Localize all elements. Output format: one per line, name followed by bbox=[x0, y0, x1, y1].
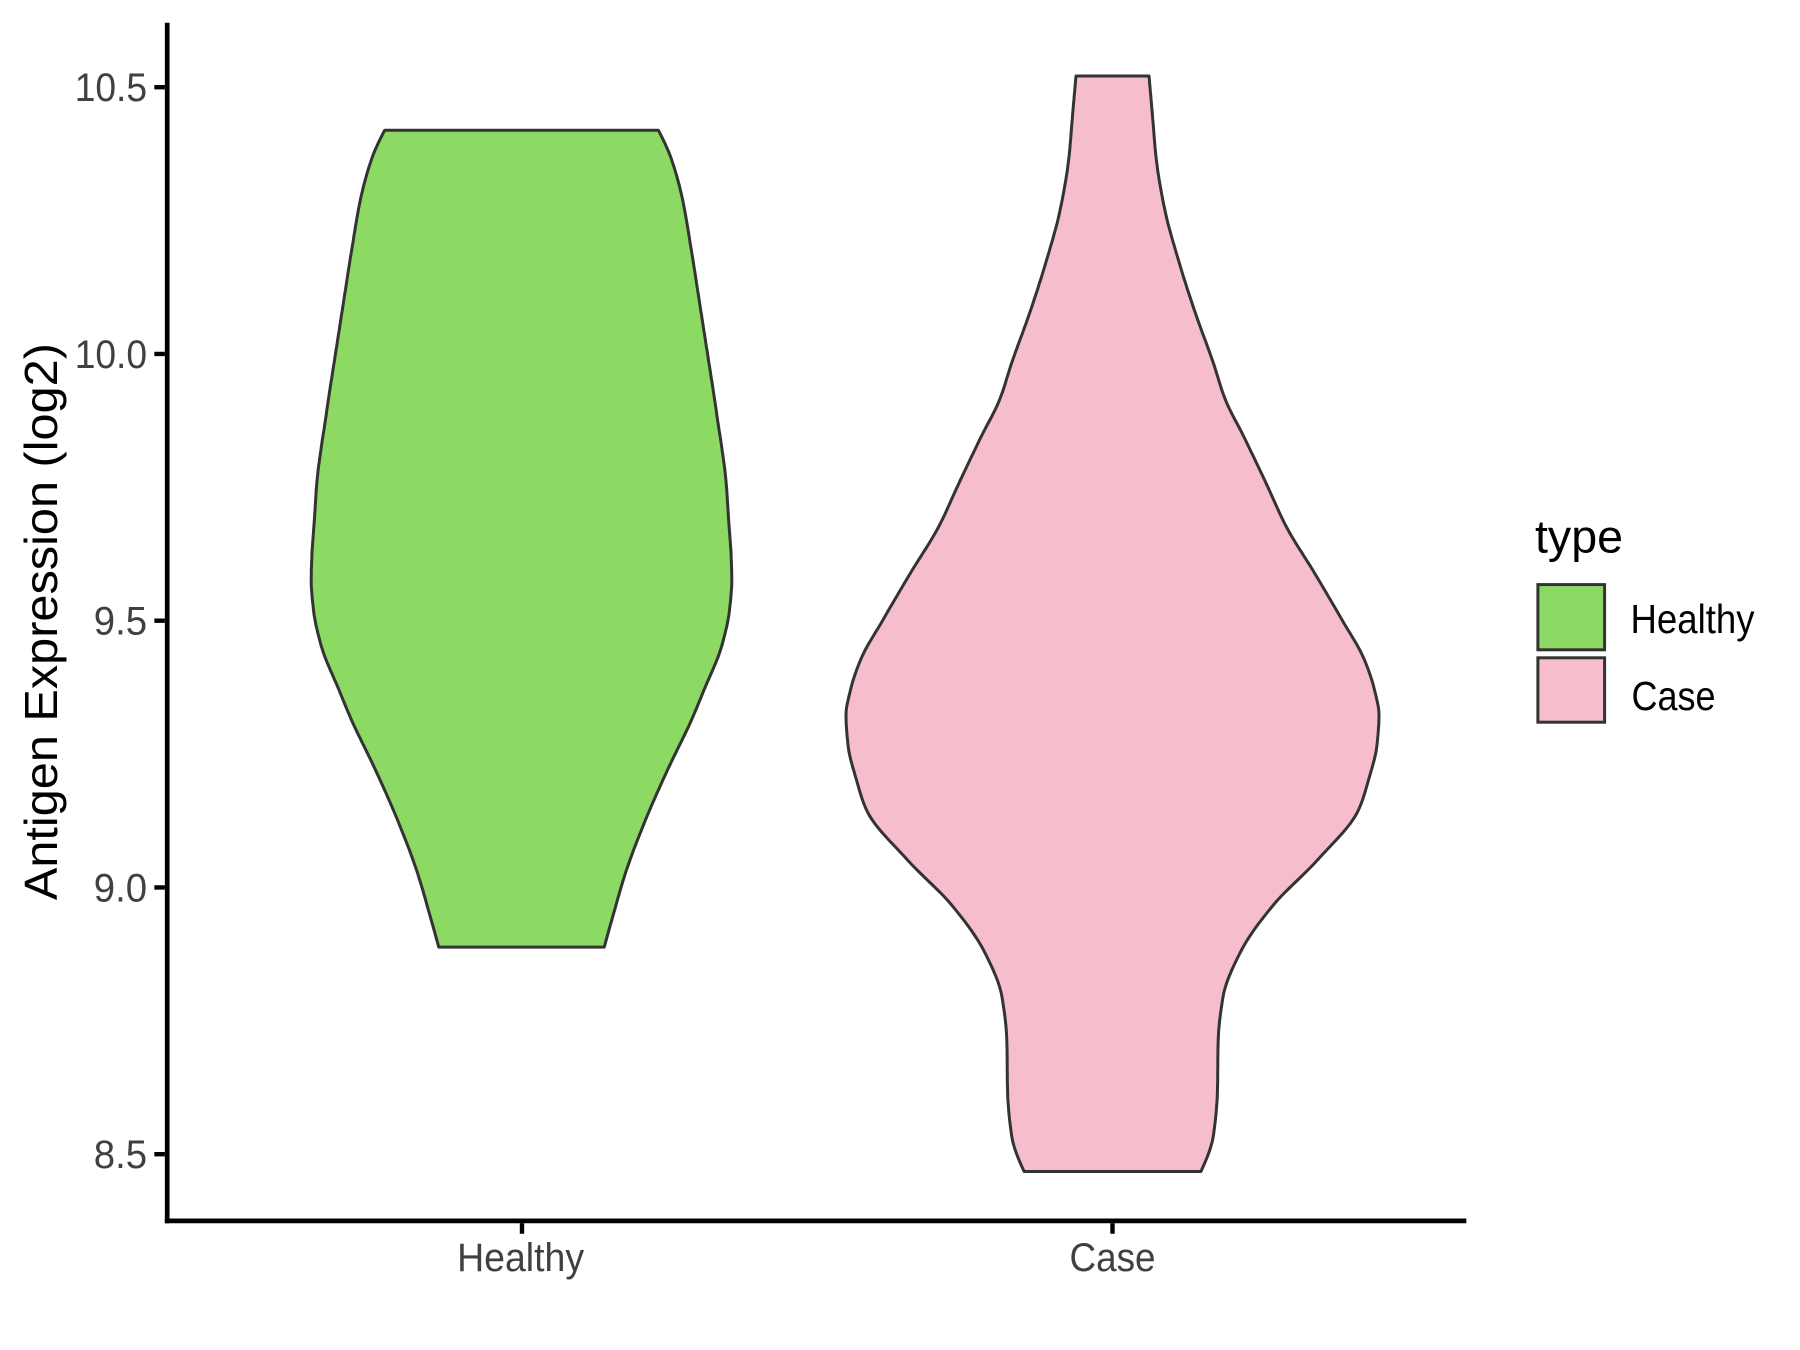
svg-text:Healthy: Healthy bbox=[1631, 596, 1755, 642]
svg-text:Healthy: Healthy bbox=[457, 1236, 584, 1280]
svg-text:8.5: 8.5 bbox=[94, 1133, 147, 1177]
svg-text:10.0: 10.0 bbox=[75, 333, 147, 377]
svg-text:10.5: 10.5 bbox=[75, 66, 147, 110]
svg-text:Case: Case bbox=[1070, 1236, 1156, 1280]
svg-text:type: type bbox=[1535, 511, 1623, 563]
svg-text:Case: Case bbox=[1632, 673, 1716, 719]
svg-text:9.5: 9.5 bbox=[94, 600, 147, 644]
svg-text:Antigen Expression (log2): Antigen Expression (log2) bbox=[15, 343, 67, 900]
svg-text:9.0: 9.0 bbox=[94, 866, 147, 910]
